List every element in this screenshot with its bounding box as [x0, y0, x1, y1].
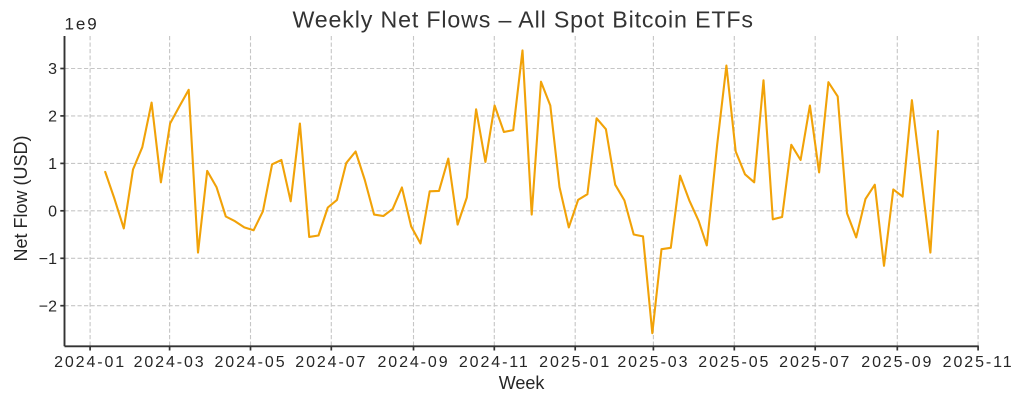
svg-text:2024-01: 2024-01	[54, 354, 126, 371]
svg-text:2024-11: 2024-11	[459, 354, 530, 371]
svg-text:2024-07: 2024-07	[295, 354, 367, 371]
svg-text:2024-03: 2024-03	[134, 354, 206, 371]
svg-text:2025-09: 2025-09	[861, 354, 933, 371]
svg-text:1: 1	[48, 156, 57, 173]
svg-text:2025-11: 2025-11	[943, 354, 1014, 371]
svg-text:Net Flow (USD): Net Flow (USD)	[11, 135, 31, 261]
svg-text:3: 3	[48, 61, 57, 78]
svg-text:2025-03: 2025-03	[617, 354, 689, 371]
svg-text:−2: −2	[39, 298, 57, 315]
svg-text:2024-09: 2024-09	[377, 354, 449, 371]
svg-text:2: 2	[48, 109, 57, 126]
svg-text:2025-05: 2025-05	[698, 354, 770, 371]
svg-text:2024-05: 2024-05	[214, 354, 286, 371]
svg-text:Week: Week	[499, 373, 546, 393]
svg-text:−1: −1	[39, 251, 57, 268]
svg-text:Weekly Net Flows – All Spot Bi: Weekly Net Flows – All Spot Bitcoin ETFs	[292, 7, 753, 33]
svg-text:2025-01: 2025-01	[539, 354, 611, 371]
svg-text:0: 0	[48, 204, 57, 221]
svg-text:1e9: 1e9	[65, 15, 99, 34]
svg-text:2025-07: 2025-07	[779, 354, 851, 371]
